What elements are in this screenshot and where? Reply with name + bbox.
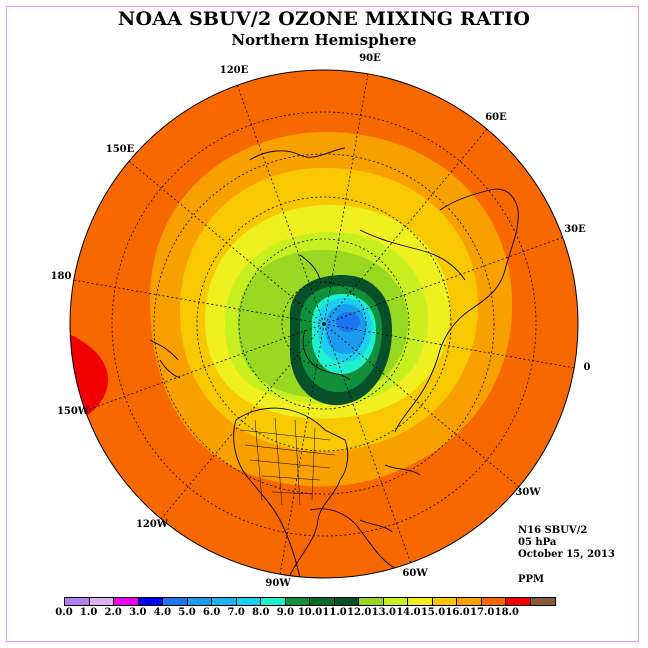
pressure-level-label: 05 hPa — [518, 537, 557, 548]
colorbar-swatch — [457, 598, 482, 605]
colorbar-tick-label: 2.0 — [104, 607, 122, 618]
lon-label-90e: 90E — [359, 53, 381, 64]
colorbar-swatch — [506, 598, 531, 605]
meridian-0 — [323, 323, 576, 369]
lon-label-180: 180 — [51, 271, 72, 282]
units-label: PPM — [518, 574, 545, 585]
lon-label-60e: 60E — [485, 112, 507, 123]
colorbar-tick-label: 14.0 — [396, 607, 421, 618]
colorbar-swatch — [408, 598, 433, 605]
latitude-circle-80 — [281, 281, 367, 367]
colorbar-tick-label: 13.0 — [371, 607, 396, 618]
plot-frame — [6, 6, 639, 642]
contour-4-5 — [336, 312, 360, 332]
colorbar-swatch — [359, 598, 384, 605]
lon-label-150e: 150E — [106, 144, 135, 155]
meridian-90e — [323, 72, 369, 325]
colorbar-swatch — [163, 598, 188, 605]
lon-label-30w: 30W — [515, 487, 541, 498]
ozone-contour-field — [70, 70, 578, 578]
colorbar-swatch — [432, 598, 457, 605]
meridian-60e — [323, 128, 488, 325]
colorbar — [64, 597, 556, 606]
meridian-120w — [160, 323, 325, 520]
colorbar-swatch — [383, 598, 408, 605]
colorbar-tick-label: 4.0 — [153, 607, 172, 618]
colorbar-tick-label: 17.0 — [470, 607, 495, 618]
lon-label-150w: 150W — [57, 406, 90, 417]
colorbar-tick-label: 15.0 — [420, 607, 446, 618]
colorbar-swatch — [114, 598, 139, 605]
lon-label-30e: 30E — [564, 224, 586, 235]
latitude-circle-50 — [153, 153, 495, 495]
colorbar-swatch — [334, 598, 359, 605]
graticule — [72, 72, 576, 576]
colorbar-tick-label: 0.0 — [55, 607, 73, 618]
latitude-circle-70 — [238, 238, 410, 410]
longitude-labels: 90E 60E 30E 0 30W 60W 90W 120W 150W 180 … — [51, 53, 591, 589]
colorbar-labels: 0.0 1.0 2.0 3.0 4.0 5.0 6.0 7.0 8.0 9.0 10.0 11.0 12… — [0, 607, 648, 621]
political-boundaries — [239, 417, 336, 506]
colorbar-swatch — [65, 598, 90, 605]
colorbar-tick-label: 12.0 — [347, 607, 372, 618]
colorbar-swatch — [236, 598, 261, 605]
colorbar-tick-label: 6.0 — [202, 607, 221, 618]
date-label: October 15, 2013 — [518, 549, 615, 560]
colorbar-swatch — [89, 598, 114, 605]
colorbar-tick-label: 5.0 — [178, 607, 196, 618]
colorbar-tick-label: 9.0 — [276, 607, 295, 618]
lon-label-90w: 90W — [265, 578, 291, 589]
map-boundary — [69, 69, 579, 579]
lon-label-120w: 120W — [136, 519, 169, 530]
lon-label-0: 0 — [584, 362, 591, 373]
meridian-90w — [279, 323, 325, 576]
colorbar-tick-label: 8.0 — [252, 607, 270, 618]
colorbar-tick-label: 3.0 — [129, 607, 147, 618]
chart-title: NOAA SBUV/2 OZONE MIXING RATIO — [117, 8, 531, 30]
colorbar-swatch — [187, 598, 212, 605]
meridian-60w — [323, 323, 412, 564]
meridian-180 — [72, 279, 325, 325]
lon-label-60w: 60W — [402, 568, 428, 579]
meridian-30e — [323, 236, 564, 325]
instrument-label: N16 SBUV/2 — [518, 525, 588, 536]
colorbar-swatch — [285, 598, 310, 605]
colorbar-swatch — [138, 598, 163, 605]
colorbar-swatch — [481, 598, 506, 605]
colorbar-swatch — [261, 598, 286, 605]
meridian-30w — [323, 323, 520, 488]
meridian-120e — [236, 84, 325, 325]
colorbar-swatch — [310, 598, 335, 605]
lon-label-120e: 120E — [220, 65, 249, 76]
latitude-circle-40 — [111, 111, 537, 537]
colorbar-swatch — [212, 598, 237, 605]
latitude-circle-60 — [196, 196, 452, 452]
colorbar-tick-label: 18.0 — [494, 607, 519, 618]
chart-subtitle: Northern Hemisphere — [231, 31, 417, 49]
colorbar-tick-label: 1.0 — [79, 607, 98, 618]
colorbar-tick-label: 7.0 — [227, 607, 245, 618]
colorbar-tick-label: 16.0 — [445, 607, 470, 618]
meridian-150e — [128, 160, 325, 325]
colorbar-tick-label: 10.0 — [297, 607, 323, 618]
colorbar-swatch — [530, 598, 555, 605]
meridian-150w — [84, 323, 325, 412]
colorbar-tick-label: 11.0 — [322, 607, 347, 618]
